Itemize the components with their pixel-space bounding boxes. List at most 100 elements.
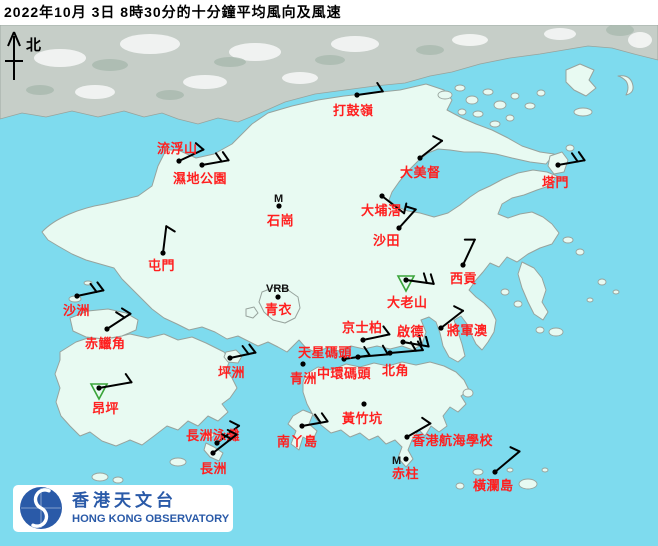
barb-feather: [405, 205, 417, 211]
map-title: 2022年10月 3日 8時30分的十分鐘平均風向及風速: [0, 0, 658, 25]
sai-kung-high-island-arm: [517, 261, 549, 321]
station-kai-tak: 啟德: [397, 324, 430, 348]
barb-feather: [453, 305, 465, 312]
barb-feather: [229, 420, 241, 427]
north-arrow: [5, 31, 23, 80]
barb-feather: [96, 281, 105, 292]
tsing-yi-island: [258, 286, 301, 324]
station-dot: [354, 92, 360, 98]
station-label[interactable]: 中環碼頭: [317, 366, 372, 382]
station-label[interactable]: 沙洲: [63, 304, 90, 319]
station-label[interactable]: 石崗: [266, 214, 294, 229]
station-dot: [104, 326, 110, 332]
station-dot: [360, 337, 366, 343]
station-label[interactable]: 長洲泳灘: [186, 428, 240, 444]
station-label[interactable]: 將軍澳: [447, 323, 488, 339]
station-label[interactable]: 赤柱: [392, 466, 419, 482]
station-dot: [460, 262, 466, 268]
barb-feather: [248, 343, 257, 354]
wind-barb: [440, 305, 465, 329]
station-label[interactable]: 流浮山: [157, 141, 198, 157]
station-dot: [396, 225, 402, 231]
station-label[interactable]: 打鼓嶺: [333, 103, 374, 119]
wind-barb: [356, 81, 384, 96]
station-central-pier: 中環碼頭: [317, 344, 389, 382]
ping-chau-island: [617, 75, 634, 96]
station-label[interactable]: 香港航海學校: [411, 433, 494, 449]
wind-barb: [229, 343, 257, 359]
wind-barb: [419, 135, 444, 159]
station-kings-park: 京士柏: [342, 320, 391, 343]
station-dot: [438, 325, 444, 331]
station-label[interactable]: 青衣: [265, 302, 292, 318]
station-label[interactable]: 黃竹坑: [341, 411, 383, 427]
triangle-marker: [89, 383, 109, 401]
station-north-point: 北角: [382, 340, 424, 379]
station-ta-kwu-ling: 打鼓嶺: [333, 81, 384, 119]
station-label[interactable]: 南丫島: [277, 434, 318, 450]
station-label[interactable]: 塔門: [542, 175, 569, 191]
station-label[interactable]: 屯門: [148, 258, 175, 274]
station-label[interactable]: 沙田: [373, 234, 400, 249]
station-dot: [199, 162, 205, 168]
station-label[interactable]: 北角: [382, 363, 409, 379]
station-dot: [417, 155, 423, 161]
station-dot: [227, 355, 233, 361]
shenzhen-urban-area: [0, 24, 658, 125]
station-label[interactable]: 長洲: [200, 462, 227, 477]
station-label[interactable]: 大老山: [387, 295, 428, 311]
barb-feather: [403, 202, 408, 215]
station-label[interactable]: 西貢: [450, 272, 477, 287]
barb-feather: [121, 307, 132, 315]
north-label: 北: [26, 36, 41, 54]
station-wetland-park: 濕地公園: [173, 151, 230, 187]
station-ngong-ping: 昂坪: [89, 373, 133, 417]
barb-feather: [376, 81, 384, 93]
barb-feather: [165, 225, 176, 233]
station-label[interactable]: 大埔滘: [361, 203, 402, 219]
station-label[interactable]: 啟德: [397, 324, 424, 340]
wind-barb: [462, 238, 476, 266]
logo-background: [13, 485, 233, 532]
wind-barb: [178, 142, 205, 162]
wind-barb: [398, 205, 417, 229]
wind-barb: [557, 151, 586, 166]
station-dot: [403, 456, 409, 462]
barb-feather: [409, 341, 417, 352]
station-dot: [276, 203, 282, 209]
station-label[interactable]: 橫瀾島: [473, 478, 514, 494]
barb-feather: [226, 428, 238, 436]
station-lau-fau-shan: 流浮山: [157, 141, 205, 164]
station-chek-lap-kok: 赤鱲角: [85, 307, 132, 352]
station-label[interactable]: 天星碼頭: [298, 346, 353, 361]
ma-wan-island: [245, 306, 259, 319]
airport-island-chek-lap-kok: [69, 308, 139, 340]
station-label[interactable]: 赤鱲角: [85, 336, 126, 352]
outlying-islets: [68, 84, 620, 490]
wind-barb: [106, 307, 132, 330]
station-dot: [400, 339, 406, 345]
station-waglan-island: 橫瀾島: [473, 446, 521, 494]
station-label[interactable]: 京士柏: [342, 320, 383, 336]
barb-feather: [570, 152, 579, 163]
urban-texture-dark: [26, 24, 634, 100]
station-dot: [555, 162, 561, 168]
station-label[interactable]: 坪洲: [218, 366, 245, 381]
hko-logo[interactable]: 香港天文台 HONG KONG OBSERVATORY: [13, 485, 233, 532]
urban-texture-light: [34, 28, 652, 99]
station-dot: [96, 385, 102, 391]
wind-barb: [381, 195, 408, 215]
wind-barb: [357, 344, 389, 358]
wind-barb: [406, 416, 432, 438]
station-label[interactable]: 昂坪: [92, 401, 119, 417]
territory-landmass: [41, 63, 634, 468]
barb-feather: [416, 340, 424, 352]
station-stanley: M赤柱: [392, 455, 419, 482]
barb-feather: [214, 152, 223, 163]
station-label[interactable]: 濕地公園: [173, 171, 227, 187]
station-label[interactable]: 大美督: [400, 165, 441, 181]
station-dot: [403, 277, 409, 283]
station-label[interactable]: 青洲: [290, 371, 317, 387]
station-dot: [210, 450, 216, 456]
